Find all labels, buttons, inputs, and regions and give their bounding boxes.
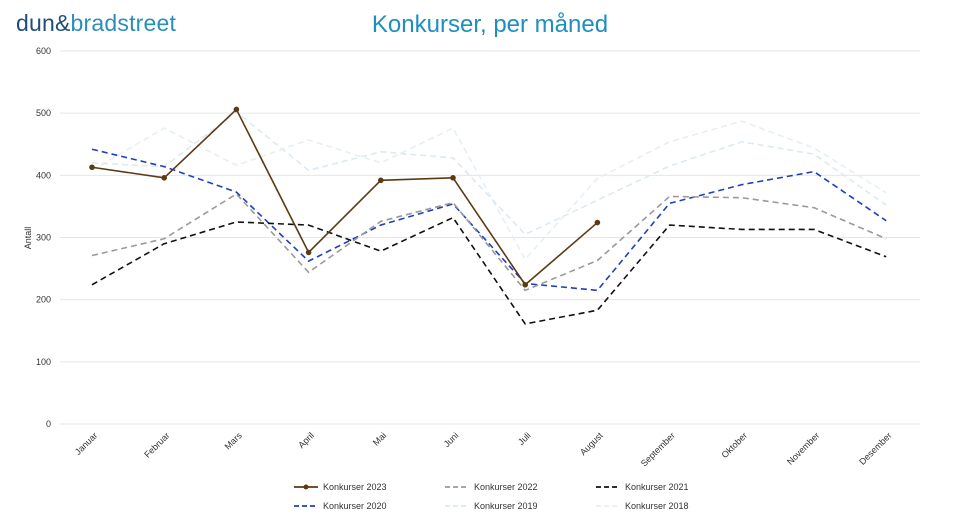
brand-logo-ampersand: & [54, 10, 71, 36]
x-tick-label: Juli [516, 430, 533, 447]
data-point [594, 219, 601, 226]
x-tick-label: November [785, 430, 821, 466]
legend-entry: Konkurser 2023 [323, 482, 387, 492]
data-point [161, 175, 167, 181]
series-line [91, 120, 887, 261]
chart-title: Konkurser, per måned [371, 11, 609, 38]
brand-logo: dun&bradstreet [16, 10, 176, 37]
legend-entry: Konkurser 2020 [323, 501, 387, 511]
y-axis-label: Antall [23, 227, 33, 250]
legend-entry: Konkurser 2018 [625, 501, 689, 511]
x-tick-label: Januar [73, 430, 100, 457]
x-tick-label: April [296, 430, 316, 450]
data-point [522, 281, 528, 288]
x-tick-label: Mai [371, 430, 388, 447]
data-point [89, 164, 95, 171]
brand-logo-part1: dun [16, 10, 55, 36]
brand-logo-part2: bradstreet [70, 10, 177, 36]
data-point [450, 175, 456, 181]
y-tick-label: 200 [36, 295, 51, 305]
x-tick-label: Juni [442, 430, 461, 449]
legend-marker [303, 484, 309, 490]
y-tick-label: 100 [36, 357, 51, 367]
data-point [378, 177, 384, 184]
y-tick-label: 600 [36, 46, 51, 56]
legend-entry: Konkurser 2021 [625, 482, 689, 492]
series-line [91, 108, 598, 286]
series-line [91, 111, 887, 236]
x-tick-label: September [639, 430, 677, 468]
y-tick-label: 0 [46, 419, 51, 429]
x-tick-label: Mars [223, 430, 245, 452]
x-tick-label: Oktober [720, 430, 750, 460]
y-tick-label: 300 [36, 233, 51, 243]
data-point [233, 106, 240, 113]
series-line [91, 193, 887, 292]
x-tick-label: Februar [142, 430, 171, 459]
y-tick-label: 500 [36, 108, 51, 118]
data-point [305, 249, 312, 256]
series-line [91, 148, 887, 292]
legend-entry: Konkurser 2019 [474, 501, 538, 511]
legend-entry: Konkurser 2022 [474, 482, 538, 492]
x-tick-label: Desember [857, 430, 893, 466]
x-tick-label: August [578, 430, 605, 457]
series-line [91, 216, 887, 325]
y-tick-label: 400 [36, 170, 51, 180]
